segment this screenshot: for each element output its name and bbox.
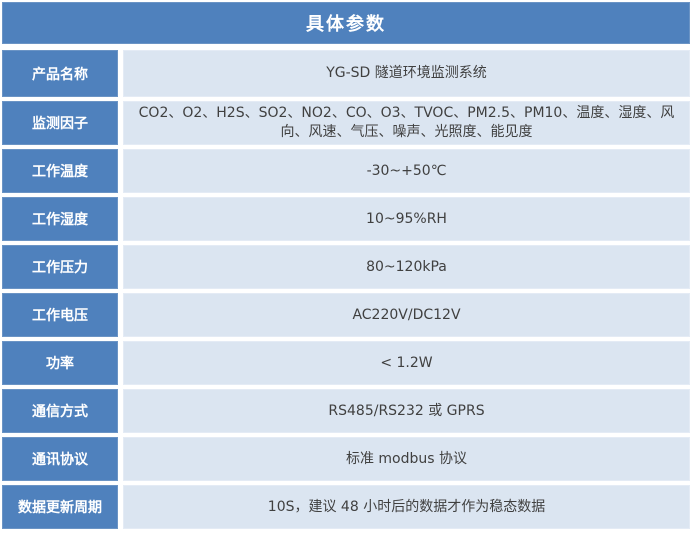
row-value: CO2、O2、H2S、SO2、NO2、CO、O3、TVOC、PM2.5、PM10… — [123, 101, 690, 145]
row-value: < 1.2W — [123, 341, 690, 385]
row-label: 工作湿度 — [2, 197, 118, 241]
table-row: 工作压力 80~120kPa — [2, 245, 690, 289]
row-value: 80~120kPa — [123, 245, 690, 289]
row-label: 数据更新周期 — [2, 485, 118, 529]
table-row: 产品名称 YG-SD 隧道环境监测系统 — [2, 50, 690, 97]
row-label: 通讯协议 — [2, 437, 118, 481]
row-label: 功率 — [2, 341, 118, 385]
row-label: 产品名称 — [2, 50, 118, 97]
row-label: 工作电压 — [2, 293, 118, 337]
row-value: -30~+50℃ — [123, 149, 690, 193]
table-row: 功率 < 1.2W — [2, 341, 690, 385]
row-label: 工作压力 — [2, 245, 118, 289]
row-label: 工作温度 — [2, 149, 118, 193]
row-label: 监测因子 — [2, 101, 118, 145]
table-row: 工作湿度 10~95%RH — [2, 197, 690, 241]
table-title: 具体参数 — [2, 2, 690, 44]
row-value: 10S，建议 48 小时后的数据才作为稳态数据 — [123, 485, 690, 529]
row-value: AC220V/DC12V — [123, 293, 690, 337]
spec-table: 产品名称 YG-SD 隧道环境监测系统 监测因子 CO2、O2、H2S、SO2、… — [2, 50, 690, 533]
row-value: RS485/RS232 或 GPRS — [123, 389, 690, 433]
table-row: 数据更新周期 10S，建议 48 小时后的数据才作为稳态数据 — [2, 485, 690, 529]
table-row: 工作温度 -30~+50℃ — [2, 149, 690, 193]
table-row: 通信方式 RS485/RS232 或 GPRS — [2, 389, 690, 433]
table-row: 监测因子 CO2、O2、H2S、SO2、NO2、CO、O3、TVOC、PM2.5… — [2, 101, 690, 145]
table-row: 通讯协议 标准 modbus 协议 — [2, 437, 690, 481]
row-value: 10~95%RH — [123, 197, 690, 241]
row-label: 通信方式 — [2, 389, 118, 433]
row-value: YG-SD 隧道环境监测系统 — [123, 50, 690, 97]
row-value: 标准 modbus 协议 — [123, 437, 690, 481]
table-row: 工作电压 AC220V/DC12V — [2, 293, 690, 337]
